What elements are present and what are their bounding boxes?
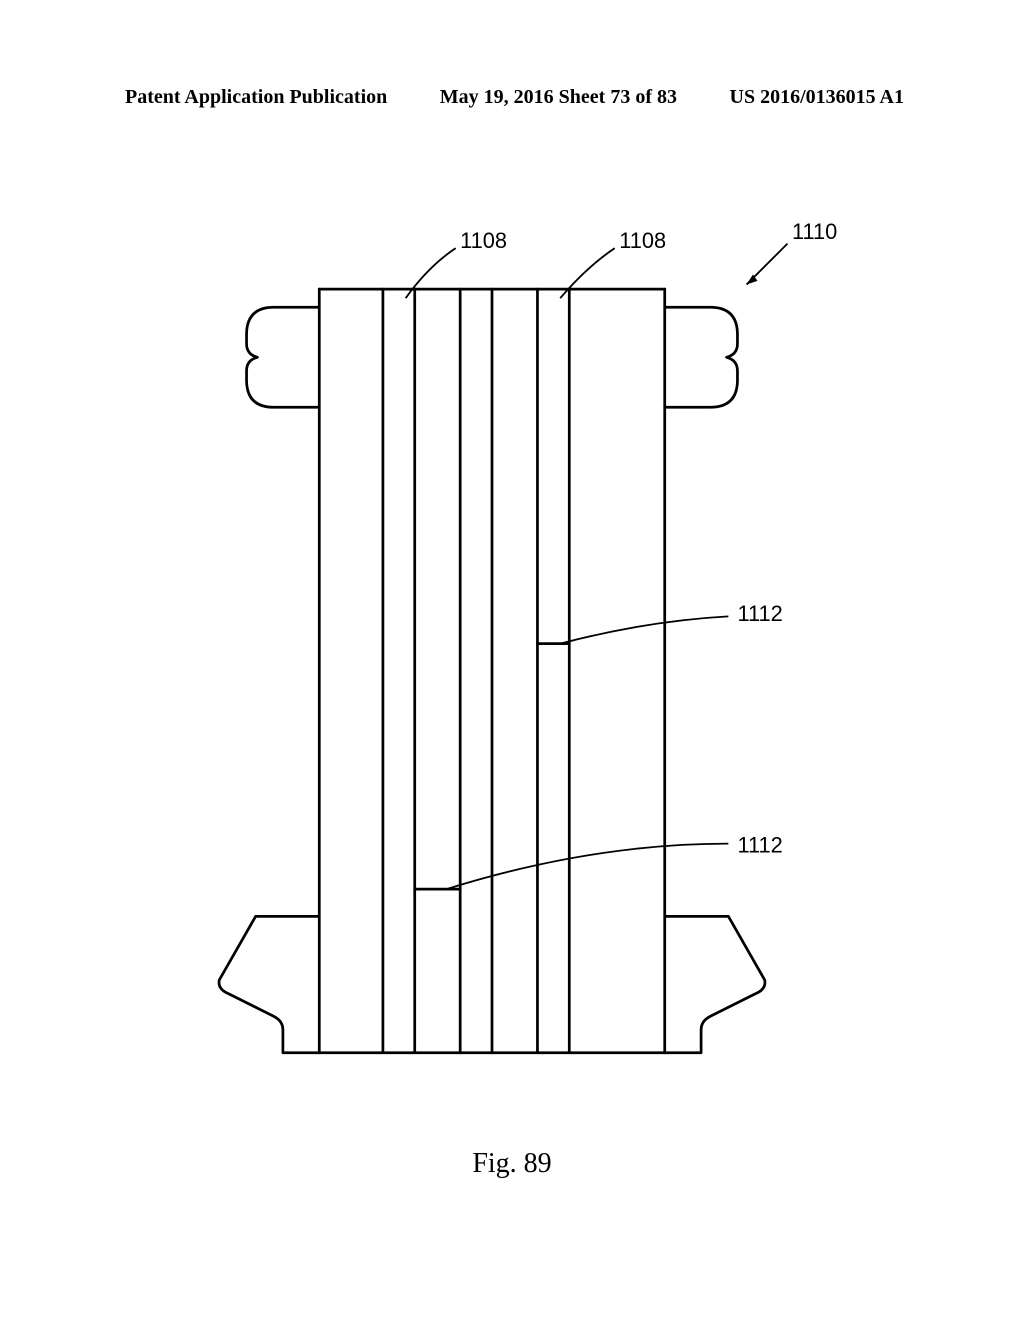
label-1112-upper: 1112 — [737, 601, 782, 626]
patent-figure: 1110 1108 1108 1112 1112 — [0, 180, 1024, 1180]
label-1108-right: 1108 — [619, 228, 666, 253]
figure-svg: 1110 1108 1108 1112 1112 — [0, 180, 1024, 1180]
header-left: Patent Application Publication — [125, 86, 387, 109]
figure-caption: Fig. 89 — [0, 1148, 1024, 1180]
label-1110: 1110 — [792, 219, 837, 244]
page-header: Patent Application Publication May 19, 2… — [0, 86, 1024, 109]
label-1112-lower: 1112 — [737, 833, 782, 858]
header-right: US 2016/0136015 A1 — [730, 86, 904, 109]
label-1108-left: 1108 — [460, 228, 507, 253]
header-center: May 19, 2016 Sheet 73 of 83 — [440, 86, 677, 109]
